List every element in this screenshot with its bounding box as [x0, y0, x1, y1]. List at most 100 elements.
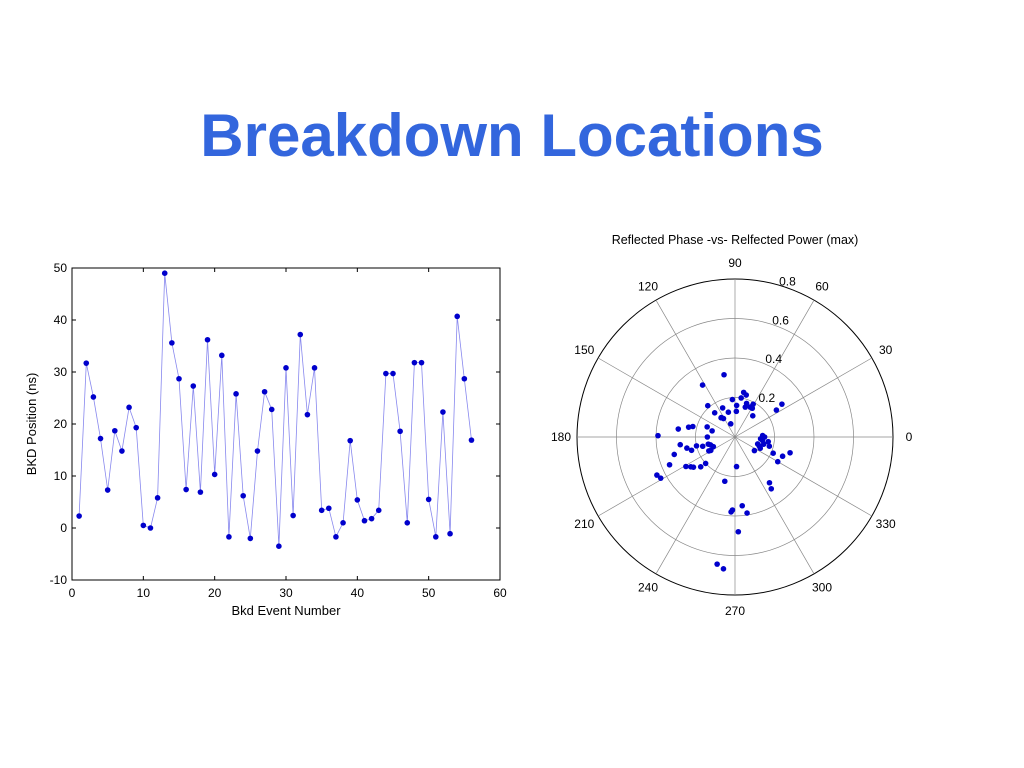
- line-data-point: [276, 543, 282, 549]
- line-data-point: [197, 489, 204, 495]
- line-data-point: [397, 428, 403, 435]
- polar-angle-label: 90: [728, 256, 742, 270]
- polar-data-point: [690, 423, 696, 430]
- line-chart-xlabel: Bkd Event Number: [231, 603, 341, 618]
- line-data-point: [411, 359, 418, 366]
- line-data-point: [290, 512, 296, 519]
- line-data-point: [454, 313, 461, 320]
- polar-data-point: [654, 472, 660, 478]
- polar-data-point: [757, 435, 764, 442]
- x-tick-label: 0: [69, 586, 76, 600]
- line-data-point: [418, 359, 425, 366]
- polar-spoke: [734, 357, 873, 438]
- polar-data-point: [693, 443, 700, 449]
- x-tick-label: 40: [351, 586, 365, 600]
- polar-data-point: [754, 441, 761, 447]
- polar-radius-label: 0.2: [759, 391, 776, 405]
- polar-data-point: [743, 392, 750, 398]
- y-tick-label: 40: [54, 313, 68, 327]
- polar-data-point: [655, 432, 661, 439]
- line-data-point: [247, 535, 254, 542]
- polar-spoke: [734, 436, 873, 517]
- polar-data-point: [721, 478, 728, 485]
- polar-data-point: [718, 415, 724, 421]
- line-data-point: [283, 365, 289, 371]
- polar-chart-title: Reflected Phase -vs- Relfected Power (ma…: [612, 233, 859, 247]
- y-tick-label: 30: [54, 365, 68, 379]
- line-data-point: [311, 365, 318, 371]
- polar-data-point: [677, 441, 684, 448]
- line-data-point: [90, 394, 97, 400]
- polar-data-point: [683, 463, 689, 470]
- polar-data-point: [738, 395, 744, 401]
- polar-data-point: [766, 443, 773, 450]
- line-data-point: [383, 370, 389, 377]
- line-data-point: [440, 409, 446, 415]
- line-data-point: [326, 505, 332, 512]
- y-tick-label: 10: [54, 469, 68, 483]
- line-data-point: [176, 375, 182, 382]
- line-data-point: [104, 487, 111, 493]
- polar-angle-label: 60: [815, 279, 829, 293]
- line-data-point: [204, 336, 211, 343]
- y-tick-label: 20: [54, 417, 68, 431]
- polar-data-point: [787, 449, 793, 456]
- polar-data-point: [721, 371, 727, 378]
- line-data-point: [240, 492, 246, 499]
- polar-data-point: [704, 424, 710, 430]
- line-data-point: [468, 437, 475, 443]
- x-tick-label: 20: [208, 586, 222, 600]
- polar-data-point: [725, 409, 732, 415]
- polar-angle-label: 270: [725, 604, 745, 618]
- polar-data-point: [699, 382, 706, 388]
- polar-grid: 0 30 60 90 120 150 180 210 240 270 300 330 0.2 0.4 0.6…: [551, 256, 913, 618]
- line-data-point: [97, 435, 104, 442]
- line-series-points: [76, 270, 475, 549]
- line-data-point: [190, 383, 197, 389]
- polar-data-point: [710, 443, 717, 450]
- polar-angle-label: 300: [812, 581, 832, 595]
- line-data-point: [297, 331, 304, 338]
- polar-spoke: [734, 299, 815, 438]
- x-tick-label: 60: [493, 586, 507, 600]
- line-data-point: [219, 352, 225, 359]
- line-data-point: [268, 406, 275, 413]
- polar-data-point: [709, 428, 715, 434]
- line-data-point: [133, 424, 139, 431]
- polar-data-point: [735, 528, 742, 535]
- line-data-point: [433, 534, 439, 540]
- polar-data-point: [711, 409, 718, 416]
- polar-data-point: [702, 460, 709, 467]
- polar-spoke: [597, 357, 736, 438]
- line-data-point: [390, 370, 396, 377]
- line-data-point: [261, 388, 268, 395]
- polar-data-point: [729, 396, 736, 403]
- x-tick-label: 30: [279, 586, 293, 600]
- x-tick-label: 10: [137, 586, 151, 600]
- polar-data-point: [657, 475, 664, 481]
- line-data-point: [147, 525, 154, 531]
- line-data-point: [254, 448, 261, 454]
- line-data-point: [375, 507, 382, 514]
- line-data-point: [183, 486, 189, 493]
- polar-data-point: [727, 421, 734, 427]
- slide-title: Breakdown Locations: [200, 102, 824, 169]
- polar-data-point: [765, 438, 772, 445]
- polar-data-point: [751, 447, 758, 454]
- line-chart-ylabel: BKD Position (ns): [24, 373, 39, 476]
- line-data-point: [169, 340, 175, 346]
- line-data-point: [76, 513, 82, 519]
- polar-points: [654, 371, 793, 572]
- polar-data-point: [744, 510, 750, 516]
- polar-angle-label: 120: [638, 279, 658, 293]
- polar-data-point: [739, 502, 746, 509]
- polar-data-point: [720, 566, 727, 572]
- polar-data-point: [690, 464, 697, 470]
- line-data-point: [140, 522, 147, 529]
- polar-data-point: [770, 450, 776, 457]
- polar-data-point: [671, 451, 678, 458]
- line-data-point: [340, 520, 346, 526]
- line-data-point: [404, 520, 411, 526]
- line-data-point: [347, 437, 354, 444]
